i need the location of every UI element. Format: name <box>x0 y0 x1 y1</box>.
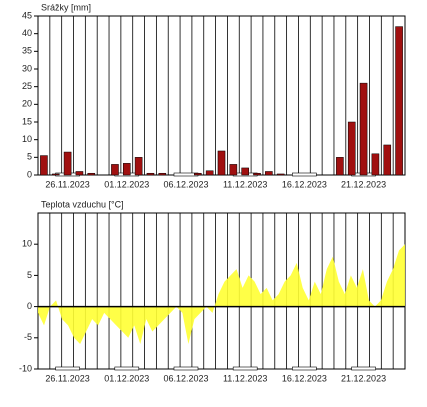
bar <box>122 163 131 176</box>
x-tick-box <box>351 366 376 371</box>
bar <box>359 82 368 176</box>
y-tick-label: 30 <box>22 63 32 73</box>
plot-frame <box>37 15 406 176</box>
y-tick-label: 20 <box>22 99 32 109</box>
y-tick-label: -10 <box>19 363 32 373</box>
bar <box>134 157 143 176</box>
bar <box>383 144 392 176</box>
bar <box>336 157 344 176</box>
x-tick-label: 06.12.2023 <box>163 373 208 383</box>
x-tick-box <box>55 366 80 371</box>
y-tick-label: -5 <box>24 332 32 342</box>
bar <box>265 171 273 176</box>
bar <box>276 173 285 176</box>
bar <box>63 151 72 176</box>
y-tick-label: 45 <box>22 10 32 20</box>
x-tick-box <box>114 366 140 371</box>
bar <box>217 150 226 176</box>
bar <box>371 153 380 176</box>
y-tick-label: 10 <box>22 134 32 144</box>
bar <box>40 155 48 176</box>
y-tick-label: 10 <box>22 239 32 249</box>
bar <box>194 172 202 176</box>
bar <box>146 172 155 176</box>
bar <box>347 121 356 176</box>
x-tick-label: 21.12.2023 <box>341 179 386 189</box>
bar <box>241 167 249 176</box>
bar <box>205 170 214 176</box>
x-tick-box <box>292 366 317 371</box>
area <box>38 244 405 345</box>
x-tick-label: 06.12.2023 <box>163 179 208 189</box>
x-tick-label: 01.12.2023 <box>104 179 149 189</box>
x-tick-label: 01.12.2023 <box>104 373 149 383</box>
y-tick-label: 5 <box>27 270 32 280</box>
bar <box>158 172 167 176</box>
x-tick-label: 11.12.2023 <box>223 179 267 189</box>
y-tick-label: 5 <box>27 152 32 162</box>
x-tick-box <box>173 366 199 371</box>
y-tick-label: 15 <box>22 116 32 126</box>
bar <box>51 173 60 176</box>
bar <box>87 172 96 176</box>
y-tick-label: 0 <box>27 169 32 179</box>
bar <box>111 164 119 176</box>
chart-title: Teplota vzduchu [°C] <box>41 199 124 209</box>
x-tick-box <box>292 172 317 177</box>
x-tick-label: 16.12.2023 <box>282 373 327 383</box>
x-tick-label: 11.12.2023 <box>223 373 267 383</box>
y-tick-label: 25 <box>22 81 32 91</box>
y-tick-label: 35 <box>22 46 32 56</box>
x-tick-label: 26.11.2023 <box>45 179 89 189</box>
bar <box>395 26 403 176</box>
chart-title: Srážky [mm] <box>41 2 91 12</box>
x-tick-box <box>232 366 258 371</box>
bar <box>75 171 84 176</box>
x-tick-label: 26.11.2023 <box>45 373 89 383</box>
bar <box>229 164 238 176</box>
x-tick-label: 16.12.2023 <box>282 179 327 189</box>
y-tick-label: 40 <box>22 28 32 38</box>
bar <box>253 172 261 176</box>
x-tick-label: 21.12.2023 <box>341 373 386 383</box>
y-tick-label: 0 <box>27 301 32 311</box>
